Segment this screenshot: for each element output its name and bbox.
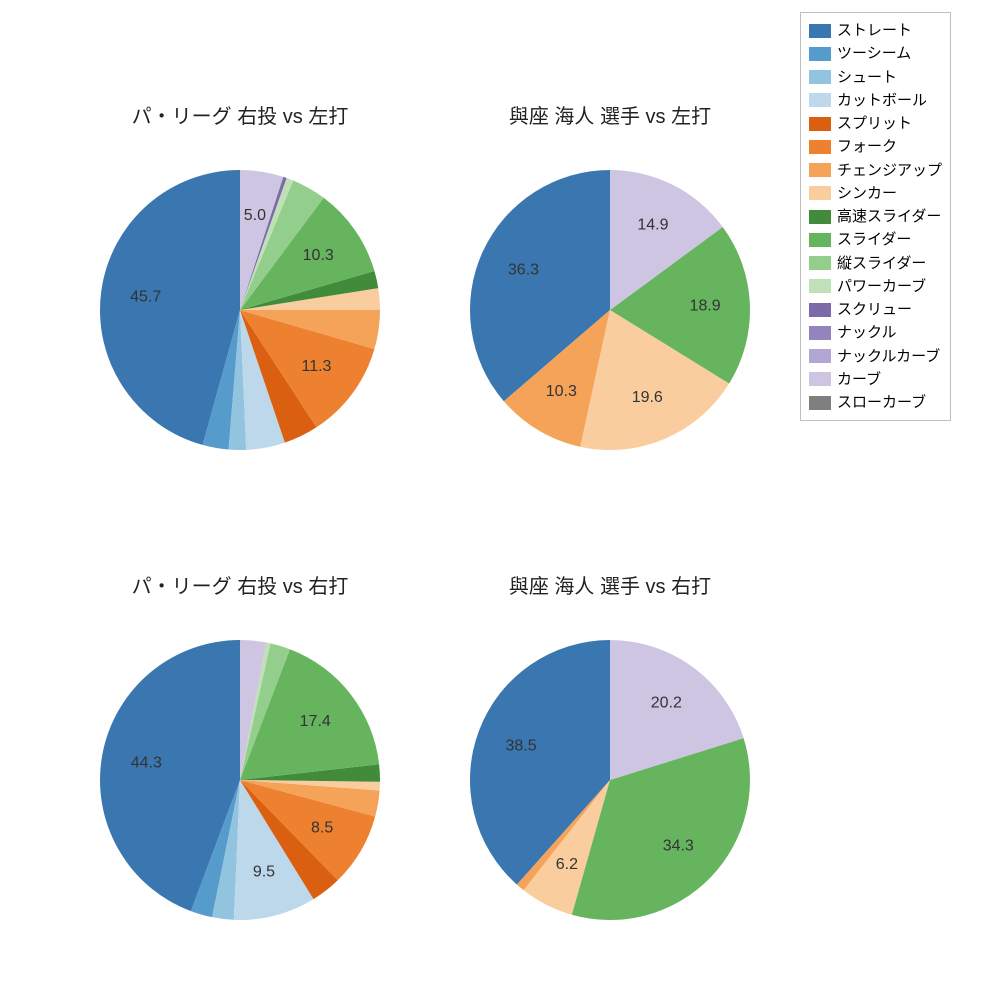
legend-label: ナックルカーブ <box>837 345 940 368</box>
legend-swatch <box>809 303 831 317</box>
legend-item: 高速スライダー <box>809 205 942 228</box>
legend-swatch <box>809 117 831 131</box>
slice-label: 14.9 <box>637 216 668 233</box>
legend-item: パワーカーブ <box>809 275 942 298</box>
legend: ストレートツーシームシュートカットボールスプリットフォークチェンジアップシンカー… <box>800 12 951 421</box>
slice-label: 36.3 <box>508 261 539 278</box>
legend-label: シュート <box>837 66 897 89</box>
slice-label: 10.3 <box>546 383 577 400</box>
legend-label: ツーシーム <box>837 42 911 65</box>
legend-swatch <box>809 256 831 270</box>
legend-swatch <box>809 233 831 247</box>
slice-label: 45.7 <box>130 288 161 305</box>
slice-label: 11.3 <box>302 358 332 375</box>
legend-label: カーブ <box>837 368 881 391</box>
legend-swatch <box>809 210 831 224</box>
legend-swatch <box>809 186 831 200</box>
legend-item: チェンジアップ <box>809 159 942 182</box>
slice-label: 44.3 <box>131 754 162 771</box>
legend-item: 縦スライダー <box>809 252 942 275</box>
legend-item: ナックル <box>809 321 942 344</box>
slice-label: 38.5 <box>505 737 536 754</box>
chart-grid: { "layout": { "panel_w": 360, "panel_h":… <box>0 0 1000 1000</box>
legend-item: スライダー <box>809 228 942 251</box>
legend-swatch <box>809 24 831 38</box>
legend-label: チェンジアップ <box>837 159 942 182</box>
legend-swatch <box>809 279 831 293</box>
legend-swatch <box>809 349 831 363</box>
legend-item: フォーク <box>809 135 942 158</box>
pie-tl: 45.7 11.3 10.3 5.0 <box>60 60 420 490</box>
legend-item: スプリット <box>809 112 942 135</box>
legend-label: ナックル <box>837 321 897 344</box>
legend-swatch <box>809 372 831 386</box>
slice-label: 17.4 <box>300 713 331 730</box>
legend-item: シュート <box>809 66 942 89</box>
legend-swatch <box>809 93 831 107</box>
slice-label: 20.2 <box>651 694 682 711</box>
legend-swatch <box>809 70 831 84</box>
legend-label: スライダー <box>837 228 911 251</box>
slice-label: 18.9 <box>690 297 721 314</box>
pie-tr: 36.3 10.3 19.6 18.9 14.9 <box>430 60 790 490</box>
slice-label: 9.5 <box>253 863 275 880</box>
legend-item: ツーシーム <box>809 42 942 65</box>
legend-label: スローカーブ <box>837 391 926 414</box>
legend-label: カットボール <box>837 89 927 112</box>
slice-label: 34.3 <box>663 838 694 855</box>
legend-swatch <box>809 396 831 410</box>
legend-item: ナックルカーブ <box>809 345 942 368</box>
slice-label: 6.2 <box>556 856 578 873</box>
legend-item: シンカー <box>809 182 942 205</box>
legend-swatch <box>809 163 831 177</box>
legend-swatch <box>809 326 831 340</box>
legend-item: ストレート <box>809 19 942 42</box>
panel-br: 與座 海人 選手 vs 右打38.56.234.320.2 <box>430 530 790 960</box>
legend-swatch <box>809 47 831 61</box>
slice-label: 19.6 <box>632 389 663 406</box>
legend-swatch <box>809 140 831 154</box>
legend-item: スクリュー <box>809 298 942 321</box>
legend-label: 高速スライダー <box>837 205 941 228</box>
pie-bl: 44.3 9.5 8.5 17.4 <box>60 530 420 960</box>
legend-item: カーブ <box>809 368 942 391</box>
legend-label: 縦スライダー <box>837 252 926 275</box>
legend-label: フォーク <box>837 135 897 158</box>
legend-label: シンカー <box>837 182 897 205</box>
legend-item: カットボール <box>809 89 942 112</box>
panel-tl: パ・リーグ 右投 vs 左打45.711.310.35.0 <box>60 60 420 490</box>
pie-br: 38.5 6.2 34.3 20.2 <box>430 530 790 960</box>
slice-label: 10.3 <box>303 247 334 264</box>
legend-label: パワーカーブ <box>837 275 926 298</box>
slice-label: 8.5 <box>311 819 333 836</box>
legend-label: スクリュー <box>837 298 912 321</box>
slice-label: 5.0 <box>244 207 266 224</box>
legend-label: ストレート <box>837 19 912 42</box>
legend-label: スプリット <box>837 112 912 135</box>
panel-tr: 與座 海人 選手 vs 左打36.310.319.618.914.9 <box>430 60 790 490</box>
panel-bl: パ・リーグ 右投 vs 右打44.39.58.517.4 <box>60 530 420 960</box>
legend-item: スローカーブ <box>809 391 942 414</box>
